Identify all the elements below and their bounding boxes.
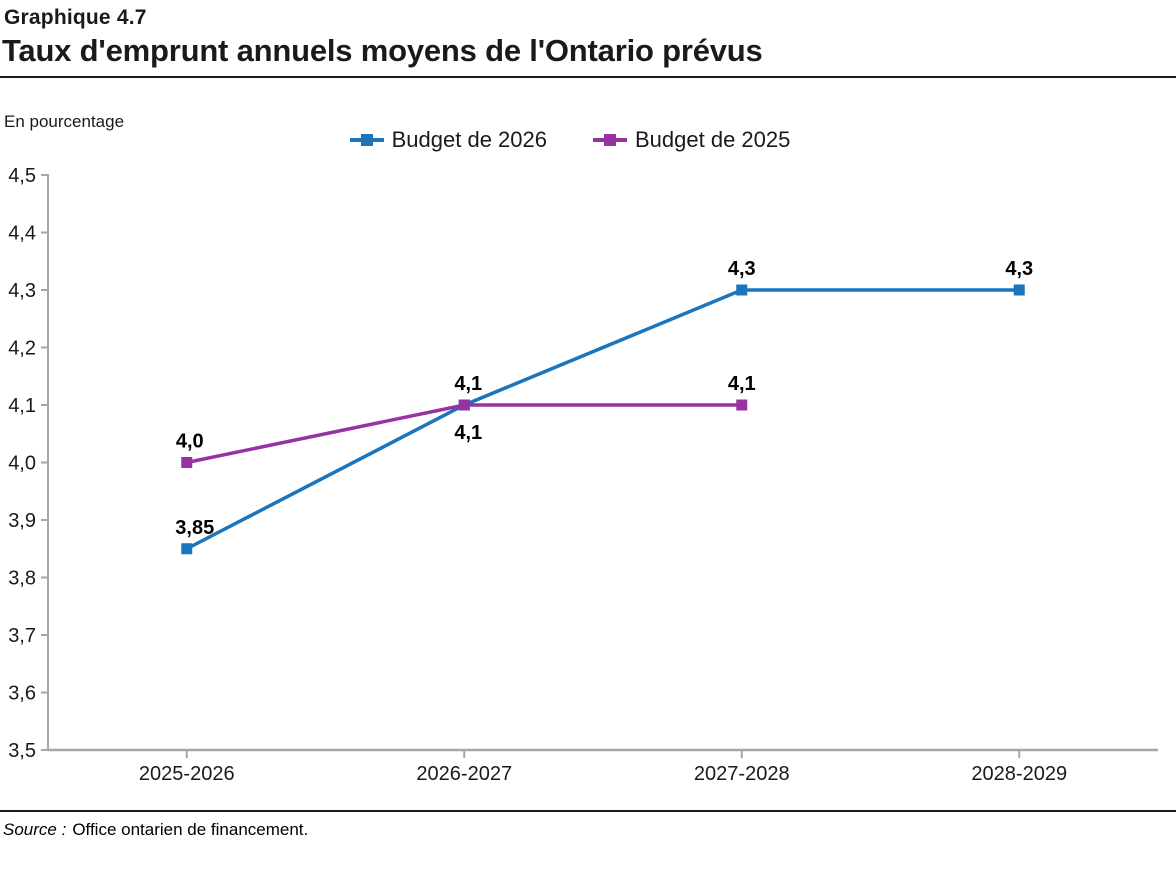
x-axis-tick-label: 2026-2027 <box>416 763 512 785</box>
y-axis-tick-label: 3,7 <box>8 625 36 647</box>
x-axis-tick-label: 2027-2028 <box>694 763 790 785</box>
y-axis-tick-label: 4,5 <box>8 165 36 187</box>
y-axis-tick-label: 3,8 <box>8 568 36 590</box>
y-axis-tick-label: 3,9 <box>8 510 36 532</box>
data-point-marker-budget-2025 <box>736 399 748 411</box>
data-point-label: 4,3 <box>1005 258 1033 280</box>
legend-line-square-marker <box>593 133 627 147</box>
y-axis-unit-label: En pourcentage <box>4 112 125 131</box>
legend-line-square-marker <box>349 133 384 147</box>
source-label: Source : <box>3 820 67 839</box>
y-axis-tick-label: 4,0 <box>8 453 36 475</box>
y-axis-tick-label: 3,6 <box>8 683 36 705</box>
y-axis-tick-label: 4,3 <box>8 280 36 302</box>
data-point-marker-budget-2025 <box>181 457 193 468</box>
chart-title: Taux d'emprunt annuels moyens de l'Ontar… <box>2 33 763 68</box>
data-point-label: 4,1 <box>454 373 482 395</box>
y-axis-tick-label: 3,5 <box>8 740 36 762</box>
legend-item-budget-2025: Budget de 2025 <box>593 127 790 153</box>
data-point-label: 4,1 <box>728 373 756 395</box>
legend-square-icon <box>360 134 373 146</box>
x-axis-tick-label: 2025-2026 <box>139 763 235 785</box>
footer-divider <box>0 810 1176 812</box>
data-point-label: 4,3 <box>728 258 756 280</box>
source-note: Source : Office ontarien de financement. <box>3 820 308 840</box>
data-point-label: 3,85 <box>175 517 214 539</box>
data-point-marker-budget-2026 <box>1013 284 1025 296</box>
data-point-marker-budget-2025 <box>458 399 470 411</box>
y-axis-tick-label: 4,2 <box>8 338 36 360</box>
line-chart-plot-area: 3,5 3,6 3,7 3,8 3,9 4,0 4,1 4,2 4,3 4,4 4,5 2025-20… <box>8 165 1158 785</box>
data-point-label: 4,1 <box>454 422 482 444</box>
legend-label: Budget de 2025 <box>635 127 791 152</box>
data-point-marker-budget-2026 <box>736 284 748 296</box>
y-axis-tick-label: 4,1 <box>8 395 36 417</box>
x-axis-tick-label: 2028-2029 <box>971 763 1067 785</box>
source-text: Office ontarien de financement. <box>72 820 309 839</box>
data-point-marker-budget-2026 <box>181 543 193 555</box>
title-divider <box>0 76 1176 78</box>
data-point-label: 4,0 <box>176 431 204 453</box>
series-line-budget-2026 <box>185 288 1020 551</box>
figure-number: Graphique 4.7 <box>4 6 147 29</box>
legend-item-budget-2026: Budget de 2026 <box>349 127 547 153</box>
chart-legend: Budget de 2026 Budget de 2025 <box>0 127 1140 153</box>
legend-label: Budget de 2026 <box>391 127 547 152</box>
y-axis-tick-label: 4,4 <box>8 223 36 245</box>
legend-square-icon <box>604 134 616 146</box>
